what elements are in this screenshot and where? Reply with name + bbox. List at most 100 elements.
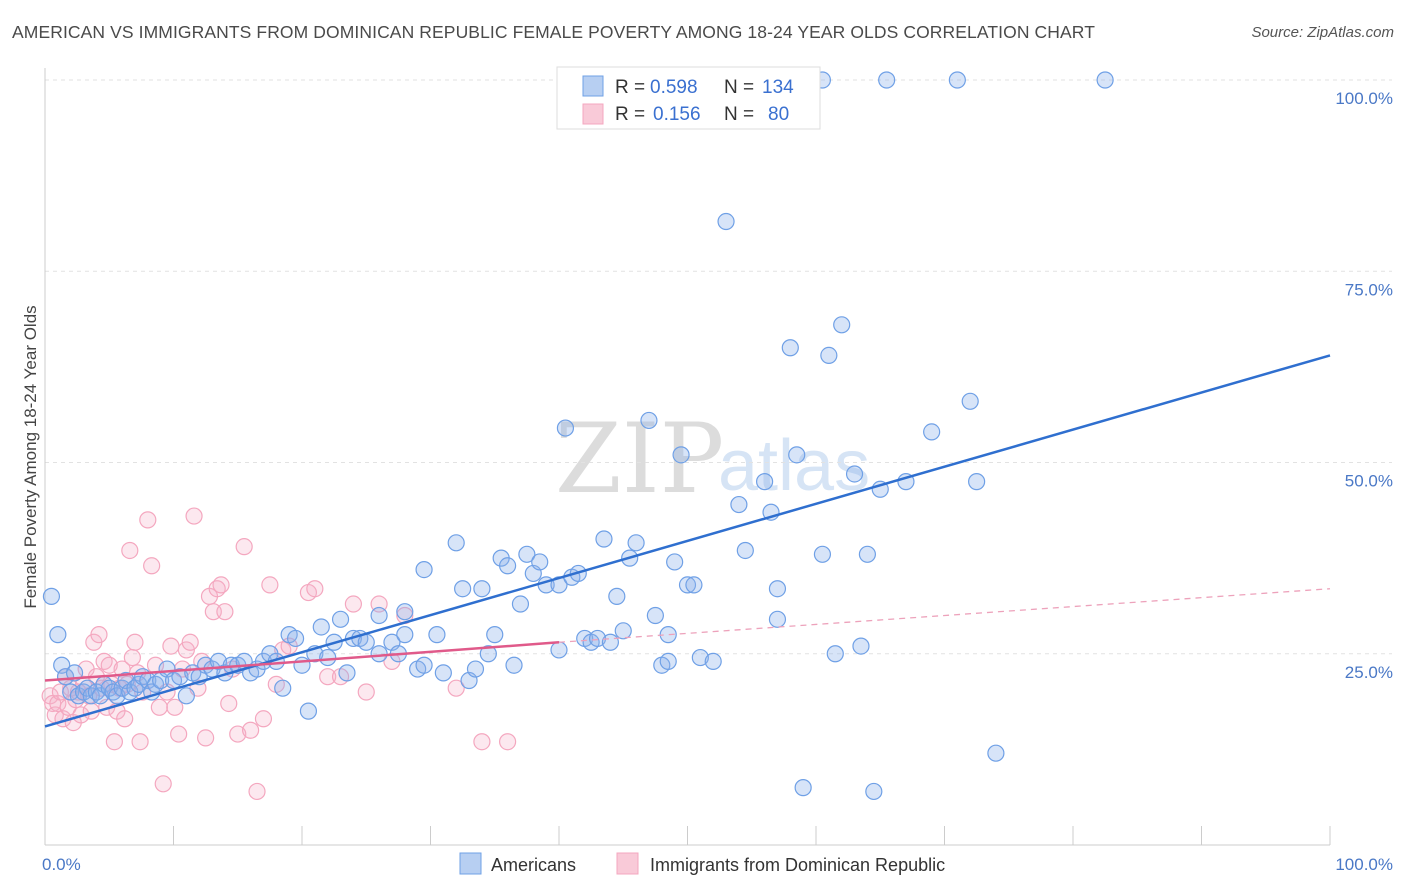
legend-n-value-2: 80 [768,104,789,125]
point-immigrants [473,733,491,751]
point-americans [428,626,446,644]
bottom-legend-americans: Americans [491,855,576,875]
point-americans [62,683,80,701]
point-americans [274,679,292,697]
bottom-legend-swatch-americans [459,852,482,875]
point-americans [415,560,433,579]
point-americans [499,557,517,575]
point-americans [511,595,530,613]
point-americans [788,446,806,464]
point-americans [858,545,877,563]
legend-n-label-2: N = [724,104,754,125]
point-americans [556,419,575,437]
legend-n-value-1: 134 [762,77,794,98]
grid-lines [45,79,1392,655]
point-immigrants [248,782,266,801]
point-americans [370,606,388,625]
point-americans [595,530,613,548]
point-americans [473,580,491,598]
legend-swatch-americans [582,75,604,97]
point-americans [505,656,523,674]
x-tick-label: 0.0% [42,855,81,874]
y-tick-label: 75.0% [1345,280,1393,299]
point-americans [820,346,838,364]
legend-r-label-2: R = [615,104,645,125]
point-americans [447,534,465,552]
point-immigrants [181,633,199,651]
point-americans [1096,71,1114,89]
point-americans [396,603,414,621]
legend-swatch-immigrants [582,103,604,125]
point-americans [550,641,568,659]
point-immigrants [319,668,337,686]
point-immigrants [220,694,238,713]
point-americans [312,618,330,636]
point-americans [659,652,677,671]
point-immigrants [143,557,161,575]
point-americans [646,606,664,625]
point-americans [177,687,195,705]
point-immigrants [357,683,375,701]
legend-r-label-1: R = [615,77,645,98]
legend-r-value-2: 0.156 [653,104,701,125]
point-americans [531,553,549,571]
point-americans [601,633,620,651]
y-tick-label: 25.0% [1345,663,1393,682]
point-americans [370,645,388,663]
point-americans [518,545,536,563]
point-americans [865,782,883,801]
point-americans [961,392,979,410]
y-axis-label: Female Poverty Among 18-24 Year Olds [21,305,40,608]
point-immigrants [216,603,234,621]
point-immigrants [166,698,184,716]
point-immigrants [185,507,203,525]
point-americans [730,495,748,514]
point-americans [299,702,318,720]
point-americans [49,626,67,644]
point-americans [640,411,658,430]
trend-line-immigrants [44,641,560,682]
point-immigrants [105,733,123,751]
point-americans [968,473,986,491]
point-immigrants [131,733,149,751]
point-americans [331,610,350,628]
point-immigrants [261,576,279,594]
point-americans [608,587,626,605]
point-americans [923,423,941,441]
point-americans [486,626,504,644]
bottom-legend: Americans Immigrants from Dominican Repu… [459,852,945,875]
watermark: ZIP atlas [555,403,870,515]
source-credit: Source: ZipAtlas.com [1251,24,1394,41]
point-americans [755,473,774,491]
point-americans [614,622,632,640]
tick-labels: 25.0% 50.0% 75.0% 100.0% 0.0% 100.0% [42,89,1393,874]
point-americans [627,534,645,552]
point-americans [813,545,832,563]
point-immigrants [162,637,180,655]
point-americans [171,668,189,686]
point-immigrants [499,733,517,751]
point-americans [768,610,787,628]
legend: R = 0.598 N = 134 R = 0.156 N = 80 [556,66,821,130]
point-immigrants [229,725,247,743]
trend-lines [44,354,1331,728]
point-americans [415,656,433,674]
point-immigrants [90,626,108,644]
chart-title: AMERICAN VS IMMIGRANTS FROM DOMINICAN RE… [12,22,1095,42]
point-americans [794,779,812,797]
y-tick-label: 100.0% [1335,89,1393,108]
point-americans [717,212,735,231]
point-americans [852,637,870,655]
x-tick-label: 100.0% [1335,855,1393,874]
point-americans [768,580,787,598]
point-immigrants [344,595,362,613]
point-americans [319,648,337,667]
trend-line-immigrants-extension [558,588,1331,643]
legend-n-label-1: N = [724,77,754,98]
point-americans [826,645,844,663]
point-immigrants [254,710,273,728]
point-americans [878,71,896,89]
bottom-legend-immigrants: Immigrants from Dominican Republic [650,855,945,875]
point-immigrants [121,541,139,560]
